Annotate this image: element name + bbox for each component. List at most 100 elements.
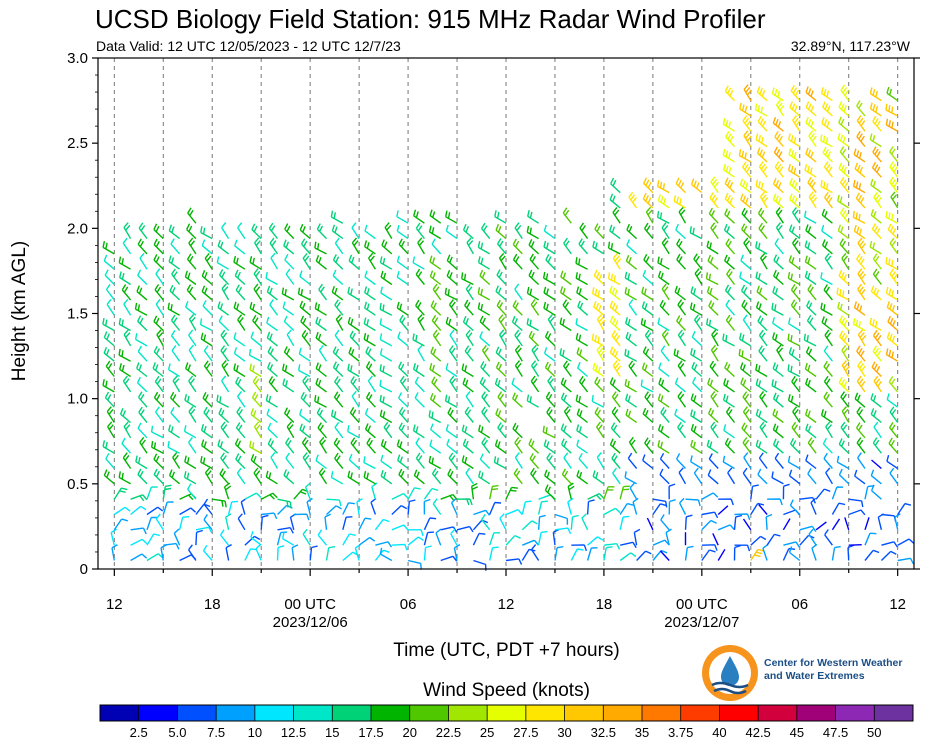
wind-barb bbox=[545, 391, 556, 408]
wind-barb bbox=[446, 269, 458, 286]
wind-barb bbox=[757, 468, 768, 485]
wind-barb bbox=[203, 498, 213, 515]
wind-barb bbox=[872, 329, 882, 347]
wind-barb bbox=[742, 314, 752, 331]
wind-barb bbox=[611, 391, 621, 408]
wind-barb bbox=[889, 161, 899, 178]
wind-barb bbox=[563, 406, 572, 423]
wind-barb bbox=[710, 176, 719, 193]
wind-barb bbox=[772, 193, 784, 209]
wind-barb bbox=[740, 284, 752, 301]
wind-barb bbox=[188, 329, 197, 347]
wind-barb bbox=[465, 283, 474, 301]
wind-barb bbox=[462, 315, 474, 332]
wind-barb bbox=[657, 256, 670, 270]
wind-barb bbox=[316, 223, 328, 240]
wind-barb bbox=[678, 497, 687, 515]
colorbar-label: 25 bbox=[480, 725, 494, 740]
wind-barb bbox=[701, 492, 719, 500]
wind-barb bbox=[412, 424, 425, 439]
wind-barb bbox=[897, 538, 915, 546]
wind-barb bbox=[268, 376, 279, 393]
wind-barb bbox=[365, 346, 376, 362]
wind-barb bbox=[596, 421, 605, 439]
wind-barb bbox=[334, 376, 344, 393]
wind-barb bbox=[447, 468, 458, 485]
wind-barb bbox=[237, 513, 246, 531]
wind-barb bbox=[282, 532, 295, 546]
wind-barb bbox=[379, 394, 393, 408]
wind-barb bbox=[759, 421, 768, 439]
wind-barb bbox=[302, 375, 311, 393]
wind-barb bbox=[511, 315, 523, 332]
wind-barb bbox=[848, 544, 862, 546]
wind-barb bbox=[293, 488, 309, 500]
wind-barb bbox=[578, 238, 589, 255]
wind-barb bbox=[570, 514, 579, 530]
wind-barb bbox=[788, 224, 801, 240]
wind-barb bbox=[547, 314, 556, 331]
wind-barb bbox=[756, 285, 768, 301]
wind-barb bbox=[379, 348, 393, 362]
wind-barb bbox=[712, 533, 719, 546]
wind-barb bbox=[824, 329, 833, 347]
wind-barb bbox=[788, 255, 801, 270]
colorbar-label: 30 bbox=[557, 725, 571, 740]
wind-barb bbox=[216, 394, 229, 408]
wind-barb bbox=[299, 300, 311, 316]
wind-barb bbox=[838, 315, 850, 331]
wind-barb bbox=[220, 421, 230, 439]
wind-barb bbox=[423, 517, 437, 531]
wind-barb bbox=[619, 515, 630, 530]
wind-barb bbox=[640, 318, 654, 332]
wind-barb bbox=[656, 210, 670, 224]
wind-barb bbox=[870, 469, 882, 485]
wind-barb bbox=[612, 252, 622, 270]
wind-barb bbox=[171, 345, 181, 362]
wind-barb bbox=[806, 314, 817, 331]
wind-barb bbox=[820, 272, 833, 286]
wind-barb bbox=[512, 300, 523, 316]
colorbar-swatch bbox=[525, 705, 566, 721]
wind-barb bbox=[873, 375, 882, 393]
wind-barb bbox=[755, 301, 768, 316]
x-tick-label: 00 UTC bbox=[284, 596, 336, 613]
wind-barb bbox=[642, 346, 654, 362]
wind-barb bbox=[864, 549, 880, 561]
wind-barb bbox=[380, 469, 393, 485]
wind-barb bbox=[709, 360, 719, 377]
wind-barb bbox=[249, 363, 262, 378]
wind-barb bbox=[799, 534, 815, 546]
colorbar-label: 12.5 bbox=[281, 725, 306, 740]
wind-barb bbox=[823, 375, 833, 393]
wind-barb bbox=[750, 548, 765, 561]
wind-barb bbox=[309, 545, 318, 561]
wind-barb bbox=[267, 437, 278, 454]
wind-barb bbox=[526, 286, 539, 301]
wind-barb bbox=[771, 471, 784, 485]
wind-barb bbox=[836, 455, 850, 470]
wind-barb bbox=[333, 391, 344, 408]
wind-barb bbox=[315, 316, 327, 332]
wind-barb bbox=[612, 360, 622, 377]
colorbar-swatch bbox=[564, 705, 604, 721]
wind-barb bbox=[270, 252, 279, 270]
wind-barb bbox=[677, 360, 687, 377]
wind-barb bbox=[722, 333, 735, 347]
wind-barb bbox=[381, 239, 393, 255]
wind-barb bbox=[823, 161, 833, 178]
wind-barb bbox=[237, 314, 246, 331]
wind-barb bbox=[544, 330, 556, 347]
wind-barb bbox=[250, 408, 262, 424]
colorbar-label: 5.0 bbox=[168, 725, 186, 740]
wind-barb bbox=[869, 240, 882, 255]
wind-barb bbox=[587, 536, 604, 546]
wind-barb bbox=[444, 394, 458, 408]
wind-barb bbox=[121, 437, 132, 454]
wind-barb bbox=[668, 499, 676, 515]
wind-barb bbox=[782, 547, 796, 561]
wind-barb bbox=[788, 148, 801, 163]
wind-barb bbox=[857, 237, 867, 255]
wind-barb bbox=[374, 549, 390, 561]
wind-barb bbox=[430, 300, 442, 316]
